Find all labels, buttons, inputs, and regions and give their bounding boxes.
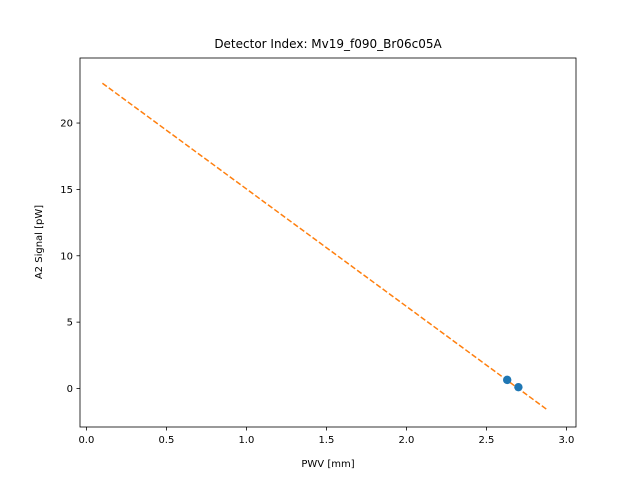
y-tick-label: 5 xyxy=(67,318,73,329)
x-tick-label: 0.0 xyxy=(78,435,94,446)
x-tick-label: 1.0 xyxy=(238,435,254,446)
x-axis-title: PWV [mm] xyxy=(301,459,354,470)
x-tick-label: 2.0 xyxy=(398,435,414,446)
plot-area xyxy=(101,82,548,411)
y-tick-label: 15 xyxy=(60,185,73,196)
y-tick-label: 20 xyxy=(60,119,73,130)
fit-line xyxy=(101,82,548,411)
y-tick-label: 0 xyxy=(67,384,73,395)
axes: 0.0 0.5 1.0 1.5 2.0 2.5 3.0 0 5 10 15 20 xyxy=(60,57,577,446)
data-point-1 xyxy=(503,375,512,385)
x-tick-label: 3.0 xyxy=(558,435,574,446)
y-tick-label: 10 xyxy=(60,251,73,262)
chart-title: Detector Index: Mv19_f090_Br06c05A xyxy=(214,37,442,51)
axes-frame xyxy=(79,57,577,428)
y-axis-title: A2 Signal [pW] xyxy=(34,205,45,279)
x-tick-label: 0.5 xyxy=(158,435,174,446)
x-tick-label: 2.5 xyxy=(478,435,494,446)
data-point-2 xyxy=(514,382,523,392)
x-tick-label: 1.5 xyxy=(318,435,334,446)
